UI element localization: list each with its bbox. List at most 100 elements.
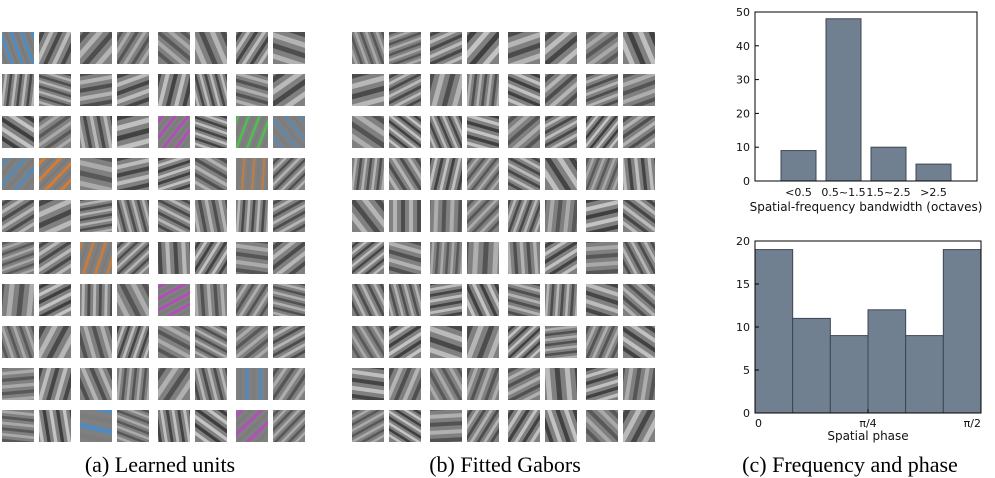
fitted-gabor-patch [389, 32, 421, 64]
bar-1 [754, 249, 794, 414]
learned-unit-patch [80, 242, 112, 274]
fitted-gabor-patch [352, 242, 384, 274]
learned-unit-patch [195, 410, 227, 442]
learned-unit-patch [236, 32, 268, 64]
y-tick-label: 0 [743, 407, 750, 420]
fitted-gabor-patch [545, 200, 577, 232]
fitted-gabor-patch [430, 116, 462, 148]
fitted-gabor-patch [545, 242, 577, 274]
x-tick-label: >2.5 [920, 186, 947, 199]
x-tick-label: <0.5 [785, 186, 812, 199]
fitted-gabor-patch [508, 242, 540, 274]
learned-unit-patch [80, 410, 112, 442]
fitted-gabor-patch [545, 74, 577, 106]
fitted-gabor-patch [389, 200, 421, 232]
fitted-gabor-patch [389, 326, 421, 358]
fitted-gabor-patch [352, 74, 384, 106]
x-tick-label: 1.5~2.5 [866, 186, 910, 199]
fitted-gabor-patch [623, 74, 655, 106]
learned-unit-patch [236, 242, 268, 274]
learned-unit-patch [273, 326, 305, 358]
learned-unit-patch [117, 242, 149, 274]
fitted-gabor-patch [623, 116, 655, 148]
learned-unit-patch [80, 284, 112, 316]
learned-unit-patch [195, 284, 227, 316]
phase-histogram: 0 π/4 π/2 0 5 10 15 20 Spatial phase [736, 235, 982, 443]
fitted-gabor-patch [545, 32, 577, 64]
bar-4 [867, 309, 907, 414]
fitted-gabor-patch [545, 326, 577, 358]
fitted-gabor-patch [430, 284, 462, 316]
learned-unit-patch [117, 74, 149, 106]
bar-3 [870, 146, 907, 182]
y-tick-label: 20 [736, 107, 750, 120]
fitted-gabor-patch [389, 410, 421, 442]
fitted-gabor-patch [623, 284, 655, 316]
bar-3 [829, 335, 869, 414]
x-tick-label: 0.5~1.5 [821, 186, 865, 199]
learned-unit-patch [273, 284, 305, 316]
fitted-gabor-patch [389, 284, 421, 316]
fitted-gabor-patch [430, 242, 462, 274]
learned-unit-patch [39, 284, 71, 316]
learned-unit-patch [2, 410, 34, 442]
learned-unit-patch [117, 410, 149, 442]
learned-unit-patch [2, 74, 34, 106]
y-tick-label: 5 [743, 364, 750, 377]
learned-unit-patch [273, 200, 305, 232]
learned-unit-patch [80, 158, 112, 190]
caption-frequency-phase: (c) Frequency and phase [742, 452, 958, 477]
fitted-gabor-patch [586, 200, 618, 232]
learned-unit-patch [236, 284, 268, 316]
fitted-gabor-patch [508, 158, 540, 190]
fitted-gabor-patch [430, 74, 462, 106]
fitted-gabor-patch [352, 284, 384, 316]
learned-unit-patch [195, 326, 227, 358]
fitted-gabor-patch [467, 74, 499, 106]
caption-learned-units: (a) Learned units [84, 452, 236, 477]
x-tick-label: π/2 [964, 417, 981, 430]
learned-unit-patch [39, 116, 71, 148]
learned-unit-patch [39, 74, 71, 106]
fitted-gabor-patch [586, 410, 618, 442]
fitted-gabor-patch [586, 284, 618, 316]
learned-unit-patch [80, 326, 112, 358]
learned-unit-patch [273, 410, 305, 442]
fitted-gabor-patch [586, 74, 618, 106]
learned-unit-patch [195, 242, 227, 274]
learned-unit-patch [39, 368, 71, 400]
learned-unit-patch [158, 284, 190, 316]
y-tick-label: 30 [736, 74, 750, 87]
fitted-gabor-patch [430, 368, 462, 400]
fitted-gabor-patch [586, 158, 618, 190]
fitted-gabor-patch [545, 116, 577, 148]
learned-unit-patch [80, 116, 112, 148]
learned-unit-patch [117, 200, 149, 232]
fitted-gabor-patch [352, 32, 384, 64]
learned-unit-patch [236, 368, 268, 400]
learned-unit-patch [2, 32, 34, 64]
fitted-gabor-patch [586, 116, 618, 148]
fitted-gabor-patch [430, 158, 462, 190]
learned-unit-patch [39, 32, 71, 64]
learned-unit-patch [273, 368, 305, 400]
fitted-gabor-patch [508, 410, 540, 442]
bar-1 [780, 150, 817, 182]
learned-unit-patch [117, 32, 149, 64]
bar-6 [942, 249, 982, 414]
fitted-gabor-patch [352, 200, 384, 232]
fitted-gabor-patch [430, 32, 462, 64]
fitted-gabor-patch [467, 32, 499, 64]
learned-unit-patch [236, 326, 268, 358]
fitted-gabor-patch [430, 200, 462, 232]
learned-unit-patch [80, 74, 112, 106]
fitted-gabor-patch [508, 74, 540, 106]
fitted-gabor-patch [545, 284, 577, 316]
fitted-gabor-patch [623, 368, 655, 400]
fitted-gabor-patch [623, 410, 655, 442]
x-tick-label: 0 [755, 417, 762, 430]
fitted-gabor-patch [389, 158, 421, 190]
fitted-gabor-patch [430, 410, 462, 442]
bar-2 [825, 18, 862, 182]
x-tick-label: π/4 [859, 417, 876, 430]
